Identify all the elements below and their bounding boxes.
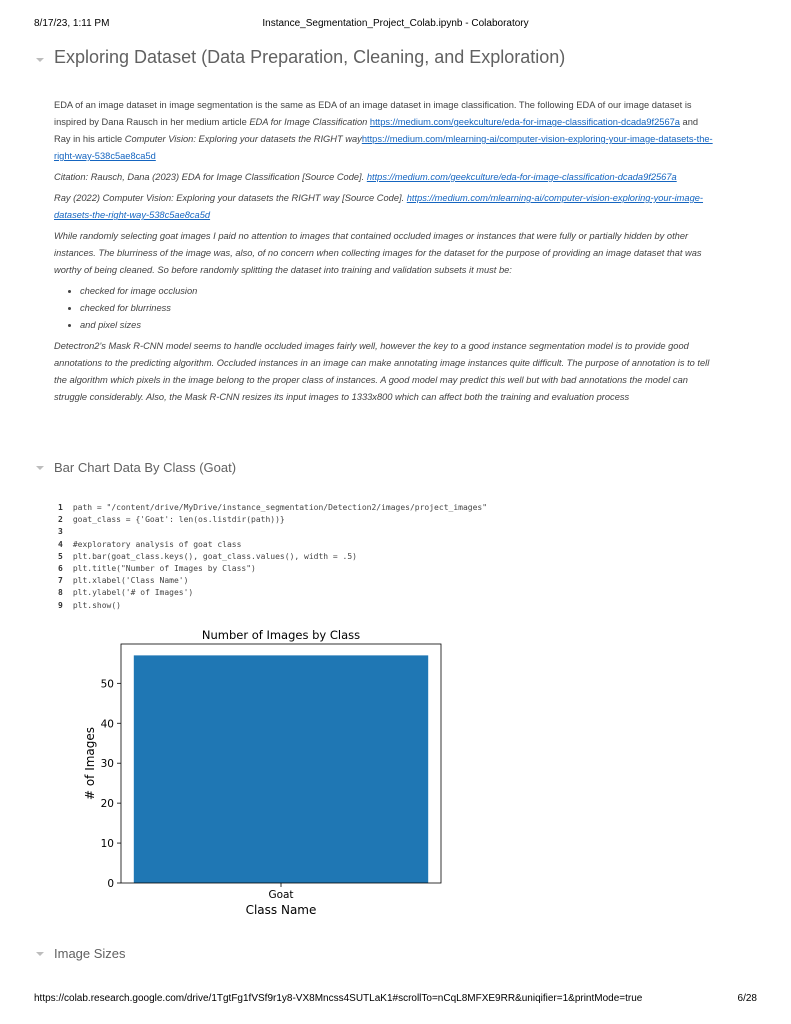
section-heading: Exploring Dataset (Data Preparation, Cle… <box>54 47 566 67</box>
code-line: 7 plt.xlabel('Class Name') <box>58 575 658 587</box>
section-heading: Image Sizes <box>54 946 126 961</box>
article-link-1[interactable]: https://medium.com/geekculture/eda-for-i… <box>369 117 680 127</box>
collapse-caret-icon[interactable] <box>36 58 44 62</box>
line-number: 4 <box>58 539 63 549</box>
bar-chart: Number of Images by Class Goat 0 10 20 30 40 50… <box>83 628 442 917</box>
code-line: 9 plt.show() <box>58 600 658 612</box>
bar <box>133 655 429 883</box>
list-item: checked for blurriness <box>80 300 714 317</box>
code-text: goat_class = {'Goat': len(os.listdir(pat… <box>72 515 285 525</box>
line-number: 3 <box>58 527 63 537</box>
y-tick-label: 30 <box>101 758 114 770</box>
line-number: 2 <box>58 515 63 525</box>
code-line: 1 path = "/content/drive/MyDrive/instanc… <box>58 502 658 514</box>
code-text: plt.title("Number of Images by Class") <box>72 563 256 573</box>
code-line: 5 plt.bar(goat_class.keys(), goat_class.… <box>58 551 658 563</box>
print-footer: https://colab.research.google.com/drive/… <box>34 993 757 1007</box>
section-exploring-dataset[interactable]: Exploring Dataset (Data Preparation, Cle… <box>36 47 731 73</box>
code-cell[interactable]: 1 path = "/content/drive/MyDrive/instanc… <box>58 502 658 612</box>
line-number: 8 <box>58 588 63 598</box>
intro-text: EDA of an image dataset in image segment… <box>54 100 692 127</box>
checklist: checked for image occlusion checked for … <box>54 283 714 334</box>
list-item: checked for image occlusion <box>80 283 714 300</box>
collapse-caret-icon[interactable] <box>36 952 44 956</box>
line-number: 5 <box>58 551 63 561</box>
line-number: 7 <box>58 576 63 586</box>
y-axis-label: # of Images <box>83 727 97 800</box>
occlusion-paragraph: While randomly selecting goat images I p… <box>54 231 702 275</box>
chart-output: Number of Images by Class Goat 0 10 20 30 40 50… <box>70 622 470 922</box>
y-tick-label: 10 <box>101 838 114 850</box>
code-text: #exploratory analysis of goat class <box>72 539 242 549</box>
code-line: 4 #exploratory analysis of goat class <box>58 539 658 551</box>
line-number: 1 <box>58 503 63 512</box>
code-text: plt.show() <box>72 600 121 610</box>
citation-text: Citation: Rausch, Dana (2023) EDA for Im… <box>54 172 367 182</box>
page-number: 6/28 <box>737 993 757 1004</box>
line-number: 9 <box>58 600 63 610</box>
citation-paragraph: Citation: Rausch, Dana (2023) EDA for Im… <box>54 169 714 186</box>
section-bar-chart[interactable]: Bar Chart Data By Class (Goat) <box>36 460 731 478</box>
x-tick-label: Goat <box>268 889 293 901</box>
collapse-caret-icon[interactable] <box>36 466 44 470</box>
ray-citation-text: Ray (2022) Computer Vision: Exploring yo… <box>54 193 407 203</box>
code-line: 2 goat_class = {'Goat': len(os.listdir(p… <box>58 514 658 526</box>
article-title-2: Computer Vision: Exploring your datasets… <box>124 134 362 144</box>
y-tick-label: 50 <box>101 678 114 690</box>
print-header: 8/17/23, 1:11 PM Instance_Segmentation_P… <box>34 18 757 32</box>
code-text: plt.bar(goat_class.keys(), goat_class.va… <box>72 551 357 561</box>
list-item: and pixel sizes <box>80 317 714 334</box>
code-text: path = "/content/drive/MyDrive/instance_… <box>72 503 488 512</box>
intro-paragraph: EDA of an image dataset in image segment… <box>54 97 714 165</box>
section-heading: Bar Chart Data By Class (Goat) <box>54 460 237 475</box>
code-line: 8 plt.ylabel('# of Images') <box>58 587 658 599</box>
line-number: 6 <box>58 563 63 573</box>
article-link-2[interactable]: https://medium.com/mlearning-ai/computer… <box>54 134 713 161</box>
chart-title: Number of Images by Class <box>202 628 360 642</box>
ray-citation-link[interactable]: https://medium.com/mlearning-ai/computer… <box>54 193 704 220</box>
page-url: https://colab.research.google.com/drive/… <box>34 993 643 1004</box>
citation-link[interactable]: https://medium.com/geekculture/eda-for-i… <box>366 172 677 182</box>
section-image-sizes[interactable]: Image Sizes <box>36 946 731 964</box>
code-line: 3 <box>58 526 658 538</box>
markdown-cell: EDA of an image dataset in image segment… <box>54 97 714 410</box>
x-axis-label: Class Name <box>246 903 317 917</box>
plot-frame <box>120 643 442 884</box>
ray-citation-paragraph: Ray (2022) Computer Vision: Exploring yo… <box>54 190 714 224</box>
intro-text-2: and Ray in his article <box>54 117 699 144</box>
y-tick-label: 0 <box>107 878 114 890</box>
y-tick-label: 20 <box>101 798 114 810</box>
print-timestamp: 8/17/23, 1:11 PM <box>34 18 110 29</box>
mask-rcnn-paragraph: Detectron2's Mask R-CNN model seems to h… <box>54 341 710 402</box>
code-text: plt.ylabel('# of Images') <box>72 588 194 598</box>
document-title: Instance_Segmentation_Project_Colab.ipyn… <box>262 18 529 29</box>
y-tick-label: 40 <box>101 718 114 730</box>
code-text: plt.xlabel('Class Name') <box>72 576 189 586</box>
code-line: 6 plt.title("Number of Images by Class") <box>58 563 658 575</box>
article-title-1: EDA for Image Classification <box>249 117 368 127</box>
